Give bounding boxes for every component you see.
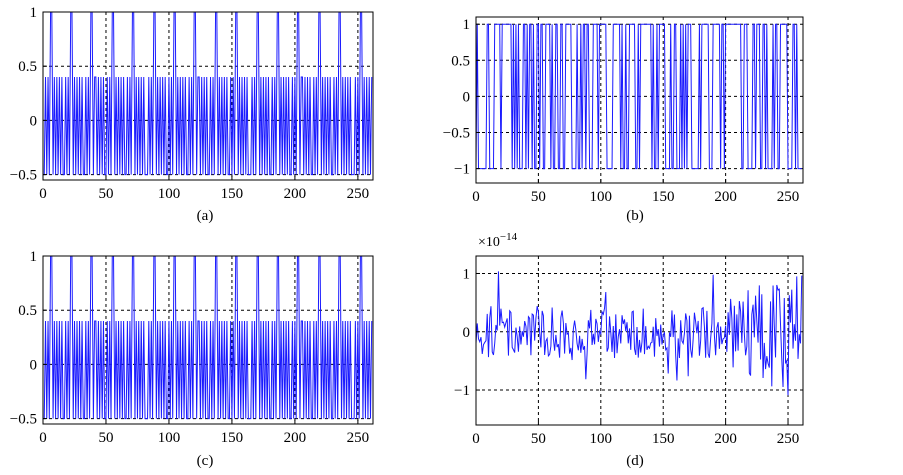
x-tick-label: 250 [777,189,800,205]
y-tick-label: 1 [30,249,38,265]
y-tick-label: 0 [463,89,471,105]
subplot-caption: (d) [626,453,644,469]
y-tick-label: −1 [454,162,470,178]
series-line [43,11,373,176]
x-tick-label: 0 [39,186,47,202]
y-tick-label: 1 [30,5,38,21]
subplot-a: 0 50 100 150 200 250−0.500.51(a) [10,5,374,224]
y-tick-label: −1 [454,383,470,399]
y-tick-label: 1 [463,17,471,33]
x-tick-label: 50 [531,189,546,205]
x-tick-label: 50 [98,186,113,202]
subplot-caption: (b) [626,208,644,224]
subplot-caption: (c) [197,453,214,469]
y-tick-label: 0.5 [451,53,470,69]
y-tick-label: 0 [463,325,471,341]
x-tick-label: 200 [714,431,737,447]
series-line [43,255,373,420]
x-tick-label: 100 [590,431,613,447]
y-tick-label: 0 [30,357,38,373]
subplot-d: 0 50 100 150 200 250 −1 0 1 ×10−14 (d) [454,231,804,469]
y-tick-label: 0.5 [18,59,37,75]
series-line [475,23,802,170]
x-tick-label: 100 [590,189,613,205]
axes-frame [42,11,374,181]
y-tick-label: 0.5 [18,303,37,319]
axes-frame [42,255,374,425]
axes-frame [475,16,804,184]
x-tick-label: 150 [652,189,675,205]
x-tick-label: 200 [284,430,307,446]
y-tick-label: −0.5 [10,168,37,184]
y-tick-label: 1 [463,266,471,282]
exponent-power: −14 [500,231,518,243]
subplot-c: 0 50 100 150 200 250−0.500.51(c) [10,249,374,469]
x-tick-label: 0 [39,430,47,446]
x-tick-label: 250 [347,186,370,202]
x-tick-label: 50 [531,431,546,447]
y-tick-label: −0.5 [443,125,470,141]
x-tick-label: 100 [158,186,181,202]
exponent-label: ×10−14 [478,231,518,250]
x-tick-label: 200 [284,186,307,202]
series-line [475,271,803,396]
y-tick-label: −0.5 [10,412,37,428]
axes-frame [475,255,804,426]
x-tick-label: 0 [472,189,480,205]
x-tick-label: 250 [347,430,370,446]
x-tick-label: 150 [652,431,675,447]
x-tick-label: 0 [472,431,480,447]
subplot-caption: (a) [197,208,214,224]
x-tick-label: 250 [777,431,800,447]
x-tick-label: 150 [221,430,244,446]
y-tick-label: 0 [30,113,38,129]
x-tick-label: 100 [158,430,181,446]
x-tick-label: 50 [98,430,113,446]
x-tick-label: 200 [714,189,737,205]
subplot-b: 0 50 100 150 200 250 −1 −0.5 0 0.5 1 (b) [443,16,804,224]
x-tick-label: 150 [221,186,244,202]
